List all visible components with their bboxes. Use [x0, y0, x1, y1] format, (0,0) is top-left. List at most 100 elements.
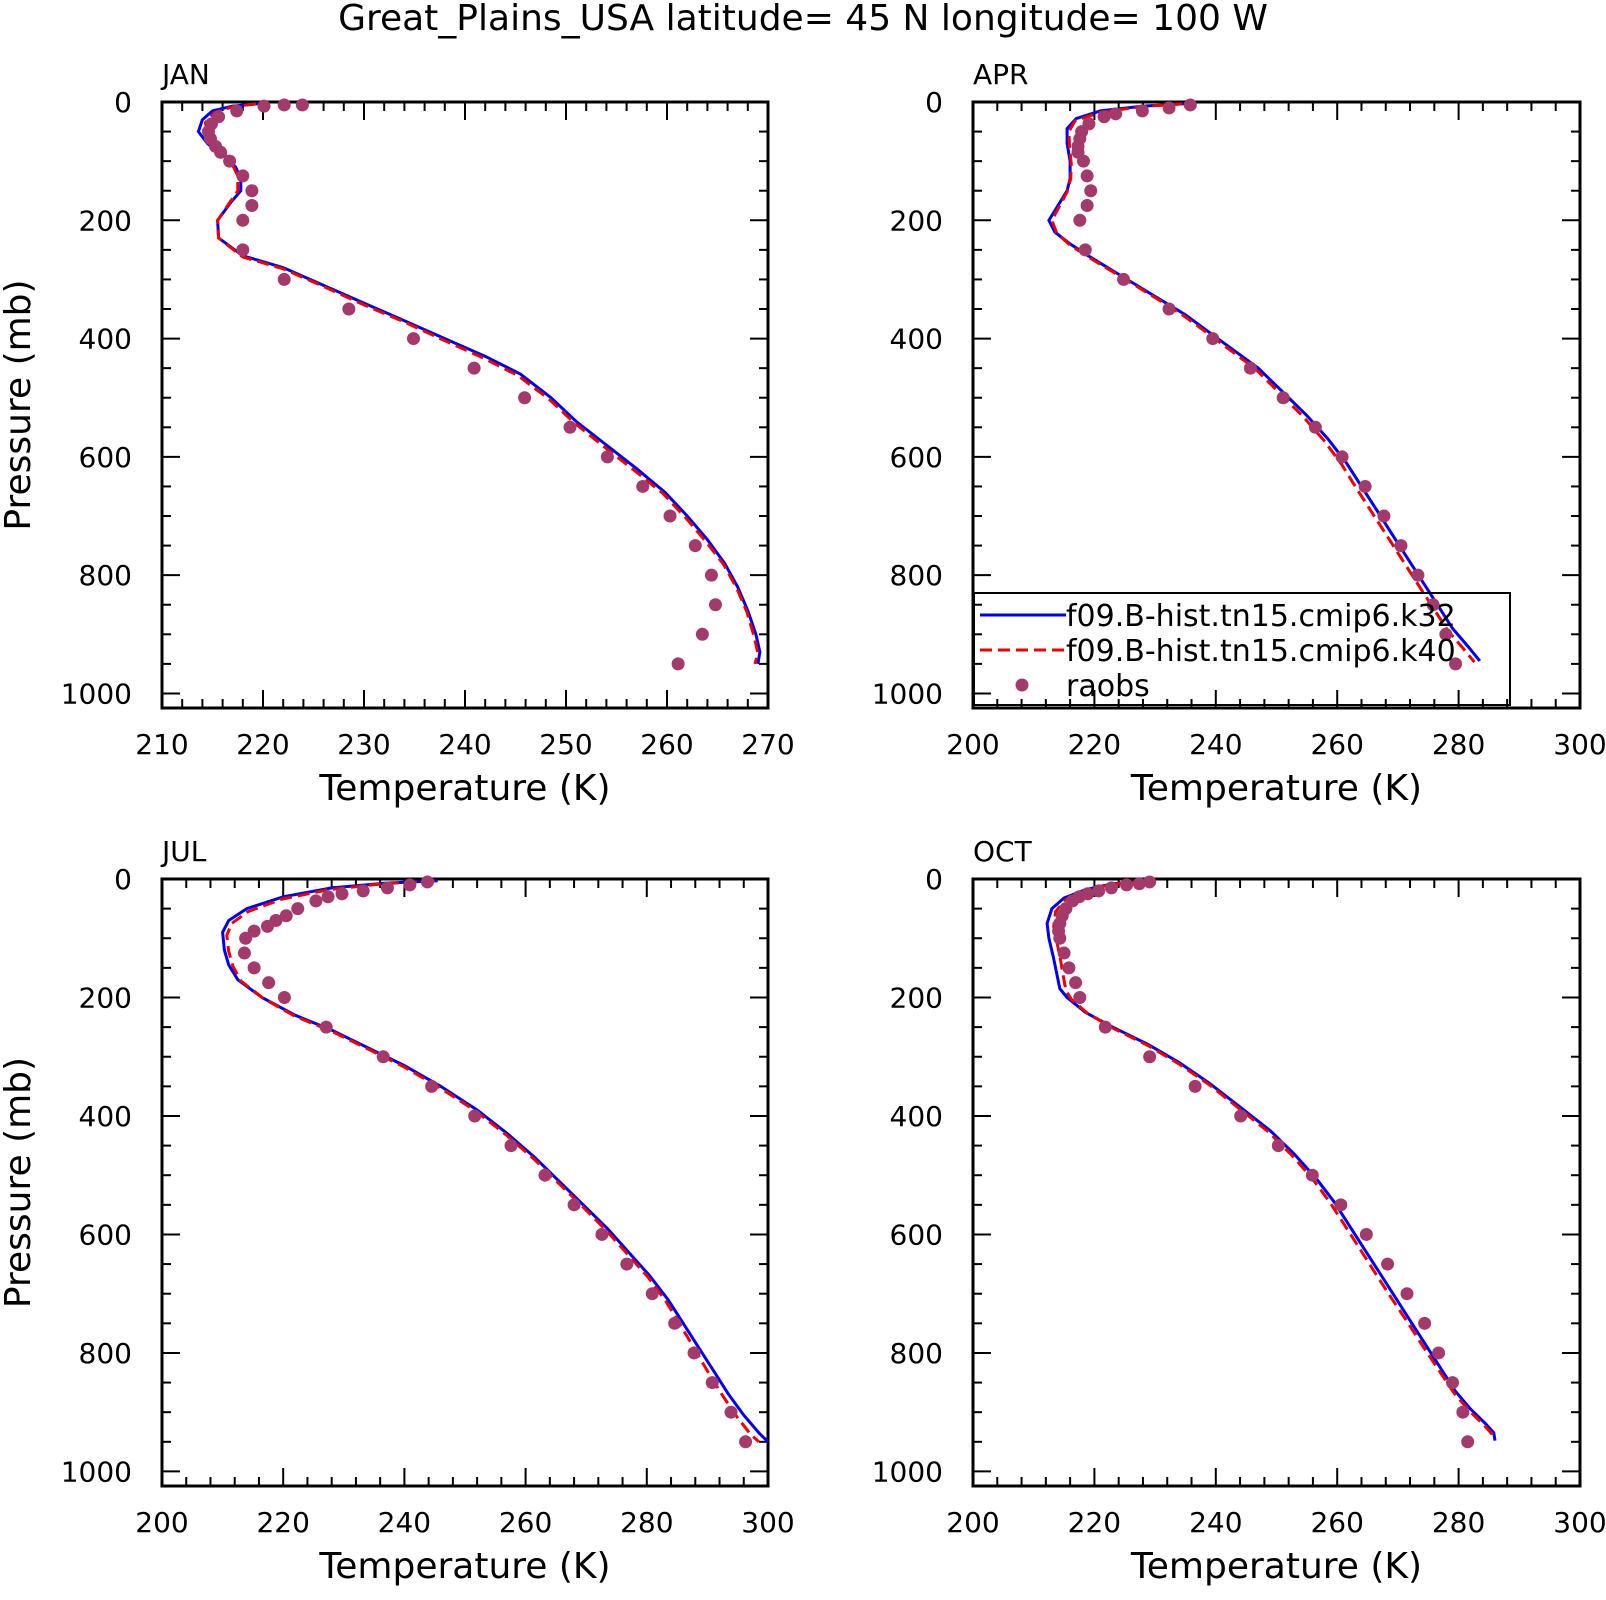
panel-jul: 200 220 240 260 280 300 0 200 400 600 800 1000 JUL Te… — [0, 835, 795, 1587]
raobs-point — [468, 1109, 482, 1123]
raobs-point — [1076, 154, 1090, 168]
figure-title: Great_Plains_USA latitude= 45 N longitud… — [338, 0, 1268, 39]
x-tick-label: 240 — [438, 728, 491, 761]
x-tick-label: 270 — [741, 728, 794, 761]
raobs-point — [1143, 1050, 1157, 1064]
raobs-point — [1334, 1198, 1348, 1212]
raobs-point — [1446, 1376, 1460, 1390]
raobs-point — [620, 1257, 634, 1271]
raobs-point — [1188, 1079, 1202, 1093]
y-tick-label: 200 — [890, 204, 943, 237]
raobs-point — [236, 213, 250, 227]
series-line-k40 — [1052, 879, 1495, 1441]
raobs-point — [277, 272, 291, 286]
y-tick-label: 800 — [890, 559, 943, 592]
raobs-point — [247, 924, 261, 938]
y-tick-label: 400 — [79, 323, 132, 356]
raobs-point — [223, 154, 237, 168]
raobs-point — [420, 875, 434, 889]
raobs-point — [1243, 361, 1257, 375]
raobs-point — [1439, 627, 1453, 641]
raobs-point — [245, 184, 259, 198]
x-tick-label: 220 — [236, 728, 289, 761]
x-tick-label: 200 — [946, 1506, 999, 1539]
raobs-point — [380, 881, 394, 895]
raobs-point — [1092, 884, 1106, 898]
raobs-point — [1057, 946, 1071, 960]
raobs-point — [403, 878, 417, 892]
x-tick-label: 300 — [1553, 1506, 1606, 1539]
y-axis-title: Pressure (mb) — [0, 279, 39, 530]
raobs-point — [1062, 961, 1076, 975]
raobs-point — [214, 145, 228, 159]
raobs-point — [406, 332, 420, 346]
raobs-point — [277, 98, 291, 112]
raobs-point — [1359, 1227, 1373, 1241]
panel-jan: 210 220 230 240 250 260 270 0 200 400 600 800 1000 JA… — [0, 58, 795, 809]
raobs-point — [518, 391, 532, 405]
raobs-point — [1461, 1435, 1475, 1449]
legend-marker-raobs — [1015, 678, 1029, 692]
raobs-point — [376, 1050, 390, 1064]
y-tick-label: 800 — [79, 1337, 132, 1370]
x-tick-label: 280 — [1432, 1506, 1485, 1539]
raobs-point — [695, 627, 709, 641]
y-tick-label: 400 — [890, 1100, 943, 1133]
x-tick-label: 280 — [1432, 728, 1485, 761]
y-tick-label: 800 — [890, 1337, 943, 1370]
y-tick-label: 0 — [114, 863, 132, 896]
y-tick-label: 1000 — [872, 677, 943, 710]
raobs-point — [1120, 878, 1134, 892]
raobs-point — [1080, 169, 1094, 183]
raobs-point — [1098, 1020, 1112, 1034]
x-tick-label: 280 — [620, 1506, 673, 1539]
x-axis-title: Temperature (K) — [318, 1546, 610, 1587]
y-axis-title: Pressure (mb) — [0, 1057, 39, 1308]
raobs-point — [425, 1079, 439, 1093]
y-tick-label: 1000 — [61, 677, 132, 710]
raobs-point — [309, 894, 323, 908]
y-tick-label: 200 — [79, 981, 132, 1014]
raobs-point — [708, 598, 722, 612]
y-tick-label: 600 — [79, 1218, 132, 1251]
raobs-point — [247, 961, 261, 975]
raobs-point — [645, 1287, 659, 1301]
y-tick-label: 600 — [79, 441, 132, 474]
raobs-point — [1073, 213, 1087, 227]
x-tick-label: 240 — [1189, 728, 1242, 761]
x-tick-label: 200 — [946, 728, 999, 761]
raobs-point — [321, 890, 335, 904]
raobs-point — [1418, 1316, 1432, 1330]
raobs-point — [236, 169, 250, 183]
raobs-point — [668, 1316, 682, 1330]
raobs-point — [1162, 302, 1176, 316]
raobs-point — [663, 509, 677, 523]
raobs-point — [1394, 539, 1408, 553]
raobs-point — [538, 1168, 552, 1182]
series-line-k32 — [196, 102, 762, 665]
x-tick-label: 220 — [256, 1506, 309, 1539]
raobs-point — [1358, 479, 1372, 493]
raobs-point — [1109, 107, 1123, 121]
raobs-point — [279, 909, 293, 923]
raobs-point — [1377, 509, 1391, 523]
y-tick-label: 200 — [79, 204, 132, 237]
panel-label: OCT — [973, 835, 1033, 868]
raobs-point — [704, 568, 718, 582]
raobs-point — [636, 479, 650, 493]
plot-frame — [971, 877, 1582, 1488]
raobs-point — [342, 302, 356, 316]
x-tick-label: 260 — [1310, 728, 1363, 761]
x-tick-label: 220 — [1068, 1506, 1121, 1539]
raobs-point — [260, 919, 274, 933]
raobs-point — [291, 902, 305, 916]
raobs-point — [1073, 990, 1087, 1004]
raobs-point — [1097, 110, 1111, 124]
raobs-point — [236, 243, 250, 257]
raobs-point — [1069, 976, 1083, 990]
raobs-point — [1078, 243, 1092, 257]
x-axis-title: Temperature (K) — [1130, 768, 1422, 809]
y-tick-label: 400 — [79, 1100, 132, 1133]
raobs-point — [1276, 391, 1290, 405]
x-tick-label: 200 — [135, 1506, 188, 1539]
